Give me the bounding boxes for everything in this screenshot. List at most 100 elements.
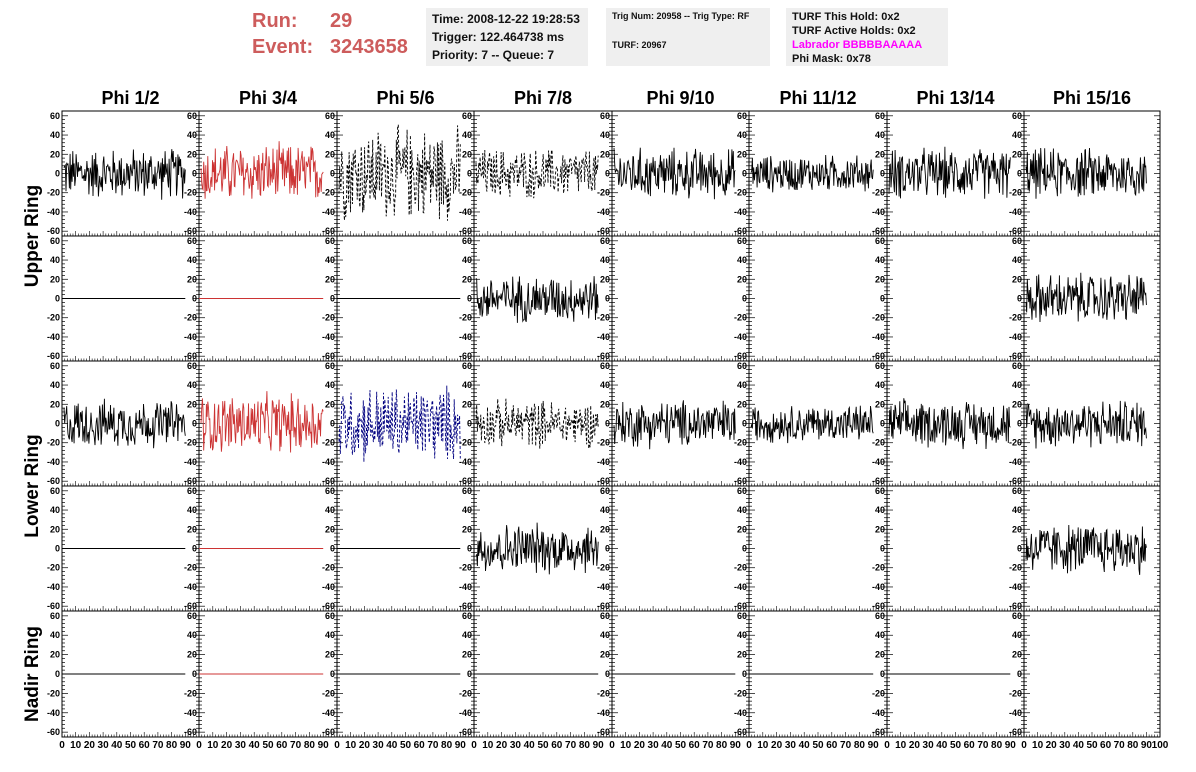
y-tick-label: -40 [47,582,60,592]
y-tick-label: -40 [597,207,610,217]
y-tick-label: -40 [734,708,747,718]
y-tick-label: 60 [737,361,747,371]
y-tick-label: -20 [184,688,197,698]
y-tick-label: -20 [322,688,335,698]
y-tick-label: -20 [459,313,472,323]
y-tick-label: 20 [50,650,60,660]
y-tick-label: -20 [184,438,197,448]
x-tick-label: 10 [1032,740,1044,751]
y-tick-label: -40 [459,332,472,342]
y-tick-label: 40 [737,130,747,140]
x-tick-label: 100 [1152,740,1169,751]
y-tick-label: 20 [737,399,747,409]
y-tick-label: 60 [1012,486,1022,496]
y-tick-label: -40 [872,582,885,592]
y-tick-label: 0 [1017,294,1022,304]
y-tick-label: 60 [187,361,197,371]
x-tick-label: 10 [895,740,907,751]
y-tick-label: -20 [322,313,335,323]
trig-num-text: Trig Num: 20958 -- Trig Type: RF [612,11,750,21]
y-tick-label: 40 [737,255,747,265]
y-tick-label: -40 [734,457,747,467]
y-tick-label: 0 [467,544,472,554]
x-tick-label: 30 [648,740,660,751]
y-tick-label: -60 [872,476,885,486]
y-tick-label: 60 [1012,236,1022,246]
y-tick-label: 60 [600,236,610,246]
y-tick-label: -20 [1009,688,1022,698]
y-tick-label: 40 [325,255,335,265]
y-tick-label: 40 [462,130,472,140]
y-tick-label: -60 [322,727,335,737]
y-tick-label: -40 [322,332,335,342]
x-tick-label: 0 [746,740,752,751]
y-tick-label: 20 [462,650,472,660]
y-tick-label: 0 [330,419,335,429]
y-tick-label: 40 [1012,255,1022,265]
y-tick-label: -20 [597,188,610,198]
x-tick-label: 70 [1114,740,1126,751]
y-tick-label: -40 [184,457,197,467]
y-tick-label: 40 [1012,130,1022,140]
x-tick-label: 10 [345,740,357,751]
y-tick-label: 40 [875,630,885,640]
y-tick-label: 60 [737,236,747,246]
turf-this-hold: TURF This Hold: 0x2 [792,11,900,23]
y-tick-label: -20 [459,563,472,573]
y-tick-label: 40 [187,505,197,515]
y-tick-label: -60 [1009,601,1022,611]
y-tick-label: 20 [50,149,60,159]
y-tick-label: -60 [1009,226,1022,236]
x-tick-label: 90 [593,740,605,751]
y-tick-label: -40 [47,457,60,467]
y-tick-label: 0 [605,169,610,179]
y-tick-label: 0 [55,294,60,304]
y-tick-label: 0 [742,169,747,179]
y-tick-label: -40 [1009,332,1022,342]
y-tick-label: 0 [742,294,747,304]
y-tick-label: 0 [1017,169,1022,179]
waveform [888,398,1011,450]
y-tick-label: -20 [597,688,610,698]
y-tick-label: 20 [325,399,335,409]
y-tick-label: 40 [600,380,610,390]
y-tick-label: -60 [734,476,747,486]
y-tick-label: -40 [322,582,335,592]
y-tick-label: 60 [462,361,472,371]
y-tick-label: -20 [872,188,885,198]
y-tick-label: -20 [184,188,197,198]
y-tick-label: 0 [55,419,60,429]
x-tick-label: 30 [98,740,110,751]
waveform [1025,272,1147,323]
y-tick-label: 20 [737,650,747,660]
y-tick-label: 40 [462,505,472,515]
y-tick-label: 20 [737,524,747,534]
y-tick-label: 60 [737,111,747,121]
y-tick-label: 0 [742,544,747,554]
y-tick-label: 60 [875,111,885,121]
y-tick-label: -40 [597,708,610,718]
y-tick-label: 60 [187,236,197,246]
x-tick-label: 50 [812,740,824,751]
x-tick-label: 90 [180,740,192,751]
y-tick-label: 20 [875,650,885,660]
y-tick-label: 40 [325,130,335,140]
x-tick-label: 80 [854,740,866,751]
y-tick-label: -20 [1009,313,1022,323]
x-tick-label: 30 [923,740,935,751]
y-tick-label: 40 [50,505,60,515]
y-tick-label: -60 [734,226,747,236]
y-tick-label: -60 [459,601,472,611]
x-tick-label: 40 [249,740,261,751]
x-tick-label: 40 [111,740,123,751]
x-tick-label: 40 [524,740,536,751]
y-tick-label: 20 [1012,274,1022,284]
y-tick-label: -40 [184,708,197,718]
y-tick-label: -60 [184,351,197,361]
y-tick-label: 40 [1012,505,1022,515]
y-tick-label: -60 [322,601,335,611]
y-tick-label: 60 [187,611,197,621]
labrador-text: Labrador BBBBBAAAAA [792,39,923,51]
y-tick-label: -20 [459,688,472,698]
y-tick-label: 60 [600,611,610,621]
